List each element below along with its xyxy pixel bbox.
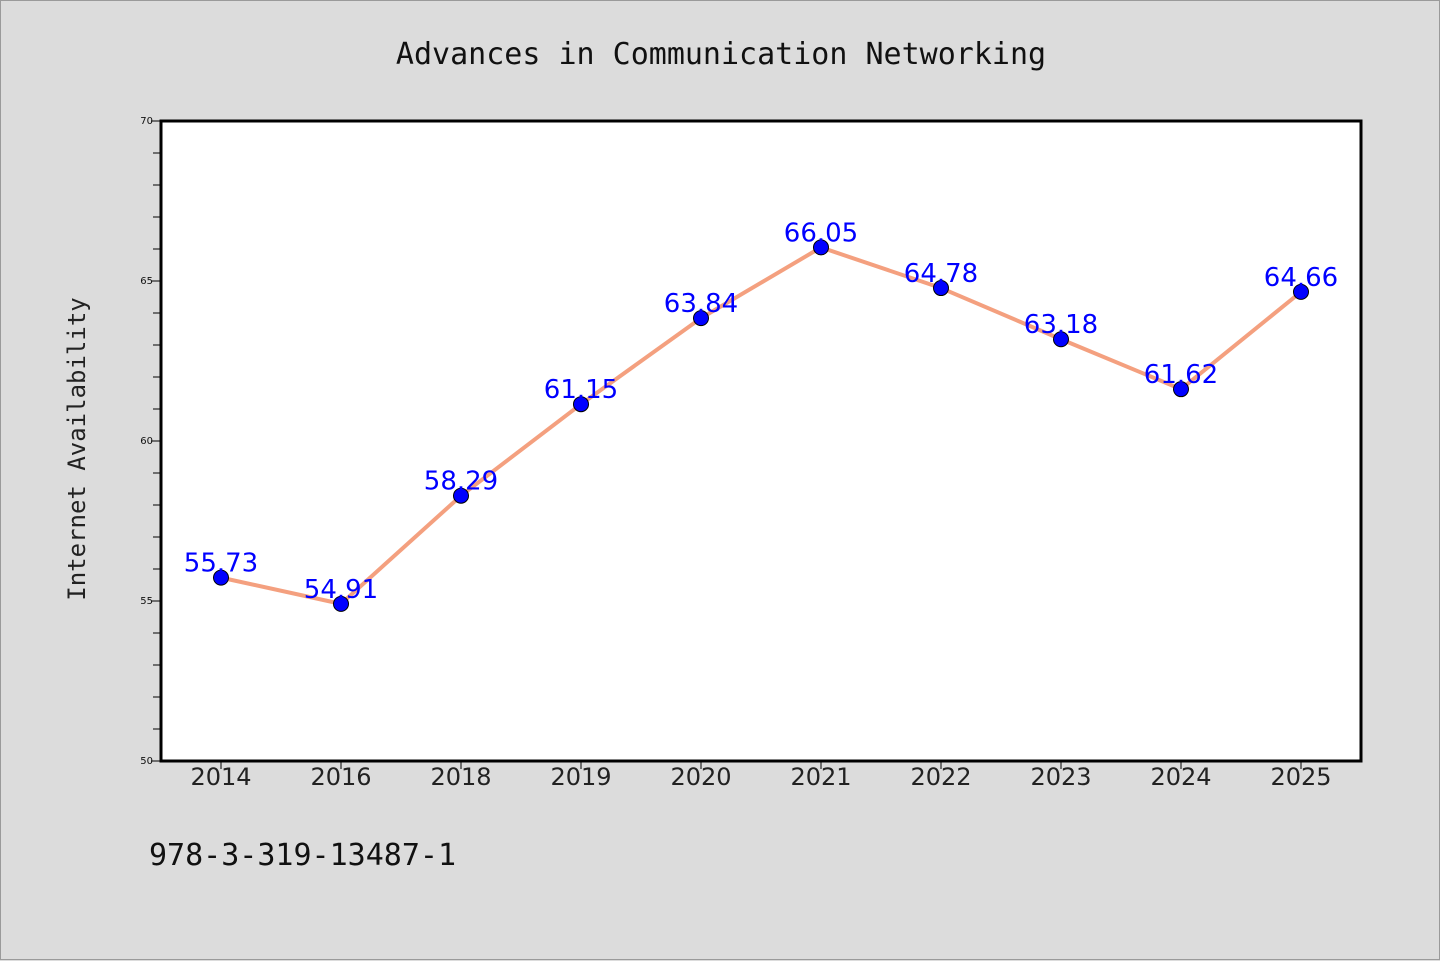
- series-group: 55.73 54.91 58.29 61.15 63.84 66.05 64.78 63.18…: [184, 218, 1338, 612]
- data-label: 58.29: [424, 467, 498, 497]
- data-label: 64.66: [1264, 263, 1338, 293]
- x-tick-label: 2016: [310, 763, 371, 791]
- data-point-marker: [1293, 283, 1309, 300]
- x-tick-label: 2023: [1030, 763, 1091, 791]
- data-point-marker: [813, 239, 829, 256]
- data-label: 61.62: [1144, 360, 1218, 390]
- data-point-marker: [573, 396, 589, 413]
- isbn-footer: 978-3-319-13487-1: [149, 838, 456, 873]
- y-axis-label: Internet Availability: [63, 297, 91, 600]
- x-tick-label: 2018: [430, 763, 491, 791]
- data-point-marker: [933, 280, 949, 297]
- y-axis-ticks: 50 55 60 65 70: [140, 116, 161, 767]
- x-tick-label: 2020: [670, 763, 731, 791]
- data-label: 66.05: [784, 218, 858, 248]
- data-point-marker: [453, 487, 469, 504]
- data-label: 63.84: [664, 289, 738, 319]
- x-tick-label: 2025: [1270, 763, 1331, 791]
- data-label: 64.78: [904, 259, 978, 289]
- plot-area: [161, 121, 1361, 761]
- data-point-marker: [333, 595, 349, 612]
- x-tick-label: 2021: [790, 763, 851, 791]
- x-axis-ticks: 2014 2016 2018 2019 2020 2021 2022 2023 2024 2025: [190, 761, 1332, 791]
- y-tick-label: 55: [140, 596, 153, 607]
- data-label: 55.73: [184, 549, 258, 579]
- data-label: 63.18: [1024, 310, 1098, 340]
- plot-frame: [159, 119, 1363, 763]
- x-tick-label: 2014: [190, 763, 251, 791]
- data-point-marker: [1053, 331, 1069, 348]
- y-tick-label: 50: [140, 756, 153, 767]
- data-point-marker: [1173, 381, 1189, 398]
- y-tick-label: 70: [140, 116, 153, 127]
- data-point-marker: [213, 569, 229, 586]
- y-tick-label: 60: [140, 436, 153, 447]
- data-label: 61.15: [544, 375, 618, 405]
- data-label: 54.91: [304, 575, 378, 605]
- y-tick-label: 65: [140, 276, 153, 287]
- data-point-marker: [693, 310, 709, 327]
- chart-title: Advances in Communication Networking: [396, 37, 1046, 72]
- x-tick-label: 2024: [1150, 763, 1211, 791]
- series-line: [219, 245, 1303, 606]
- x-tick-label: 2019: [550, 763, 611, 791]
- x-tick-label: 2022: [910, 763, 971, 791]
